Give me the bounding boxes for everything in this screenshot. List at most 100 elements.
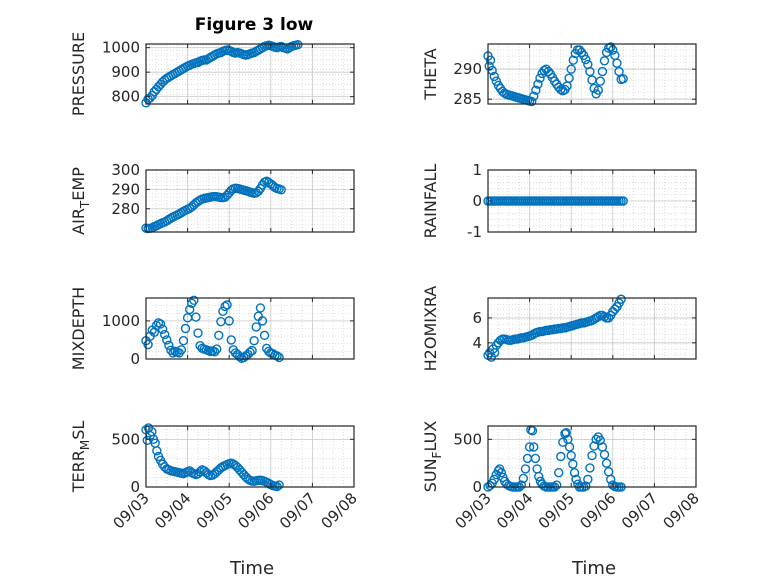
data-point xyxy=(234,352,245,362)
x-tick-label: 09/04 xyxy=(151,489,194,532)
axes-box xyxy=(145,297,355,360)
data-point xyxy=(249,336,259,346)
data-point xyxy=(585,66,595,77)
y-tick-label: 0 xyxy=(472,478,482,496)
data-point xyxy=(560,428,570,439)
data-point xyxy=(558,437,568,447)
data-point xyxy=(616,294,626,304)
y-axis-label: SUNFLUX xyxy=(421,421,444,493)
data-point xyxy=(222,300,232,310)
data-point xyxy=(496,468,507,478)
axes-box xyxy=(487,297,697,360)
data-point xyxy=(618,74,628,84)
data-point xyxy=(489,474,499,485)
y-tick-label: 1 xyxy=(472,161,482,179)
data-point xyxy=(272,351,282,361)
data-point xyxy=(224,316,234,326)
data-point xyxy=(259,330,270,341)
data-point xyxy=(610,304,620,314)
y-tick-label: -1 xyxy=(467,223,482,241)
data-point xyxy=(218,306,228,317)
data-point xyxy=(564,73,574,83)
data-point xyxy=(595,76,606,86)
data-point xyxy=(554,468,564,478)
data-point xyxy=(531,85,541,95)
data-point xyxy=(247,345,257,356)
data-point xyxy=(142,435,152,445)
data-point xyxy=(255,303,266,313)
y-tick-label: 900 xyxy=(111,63,140,81)
data-point xyxy=(566,64,576,74)
x-tick-label: 09/07 xyxy=(618,489,661,532)
x-tick-label: 09/06 xyxy=(576,489,619,532)
subplot-h2omixra: 4 6 H2OMIXRA xyxy=(421,286,697,372)
data-point xyxy=(564,442,575,452)
data-point xyxy=(257,316,268,326)
subplot-sun_flux: 050009/0309/0409/0509/0609/0709/08SUNFLU… xyxy=(421,421,703,533)
data-point xyxy=(157,324,168,334)
y-axis-label: TERRMSL xyxy=(69,421,92,494)
data-point xyxy=(155,319,166,329)
x-tick-label: 09/06 xyxy=(234,489,277,532)
x-tick-label: 09/04 xyxy=(493,489,536,532)
y-tick-label: 0 xyxy=(130,350,140,368)
x-tick-label: 09/05 xyxy=(193,489,236,532)
data-point xyxy=(214,330,224,341)
data-point xyxy=(193,328,203,338)
data-point xyxy=(561,427,571,438)
y-axis-label: H2OMIXRA xyxy=(421,286,440,372)
y-axis-label: THETA xyxy=(421,48,440,100)
data-point xyxy=(251,322,261,332)
y-tick-label: 290 xyxy=(453,60,482,78)
y-tick-label: 6 xyxy=(472,309,482,327)
data-point xyxy=(526,96,537,107)
y-tick-label: 280 xyxy=(111,200,140,218)
data-point xyxy=(597,66,608,77)
data-point xyxy=(599,56,610,66)
data-point xyxy=(603,467,614,477)
data-point xyxy=(274,480,284,490)
data-point xyxy=(601,458,612,468)
y-tick-label: 290 xyxy=(111,180,140,198)
y-tick-label: 0 xyxy=(130,478,140,496)
data-point xyxy=(180,323,191,334)
data-point xyxy=(568,459,578,469)
axes-box xyxy=(145,169,355,233)
data-point xyxy=(593,85,603,95)
data-point xyxy=(518,473,529,484)
data-point xyxy=(226,335,236,345)
y-tick-label: 1000 xyxy=(102,312,140,330)
y-tick-label: 500 xyxy=(453,430,482,448)
data-point xyxy=(276,185,286,195)
data-point xyxy=(524,442,535,452)
y-tick-label: 1000 xyxy=(102,39,140,57)
data-point xyxy=(599,449,610,460)
figure-title: Figure 3 low xyxy=(195,15,314,35)
axes-box xyxy=(487,43,697,105)
data-point xyxy=(220,301,230,312)
y-tick-label: 0 xyxy=(472,192,482,210)
data-point xyxy=(143,339,153,350)
data-point xyxy=(595,435,606,445)
x-tick-label: 09/05 xyxy=(535,489,578,532)
x-tick-label: 09/08 xyxy=(660,489,703,532)
subplot-terr_msl: 050009/0309/0409/0509/0609/0709/08TERRMS… xyxy=(69,421,361,533)
data-point xyxy=(581,54,591,65)
x-axis-label-right: Time xyxy=(571,558,616,579)
y-axis-label: PRESSURE xyxy=(69,32,88,116)
data-point xyxy=(485,55,496,65)
subplot-theta: 285 290 THETA xyxy=(421,42,697,108)
data-point xyxy=(178,336,189,346)
data-point xyxy=(195,467,205,477)
data-point xyxy=(209,347,220,357)
data-point xyxy=(166,345,176,355)
data-point xyxy=(216,316,226,327)
data-point xyxy=(489,71,499,82)
y-tick-label: 500 xyxy=(111,430,140,448)
y-axis-label: AIRTEMP xyxy=(69,167,92,235)
data-point xyxy=(612,58,622,68)
x-tick-label: 09/08 xyxy=(318,489,361,532)
axes-box xyxy=(487,425,697,488)
y-axis-label: RAINFALL xyxy=(421,164,440,239)
